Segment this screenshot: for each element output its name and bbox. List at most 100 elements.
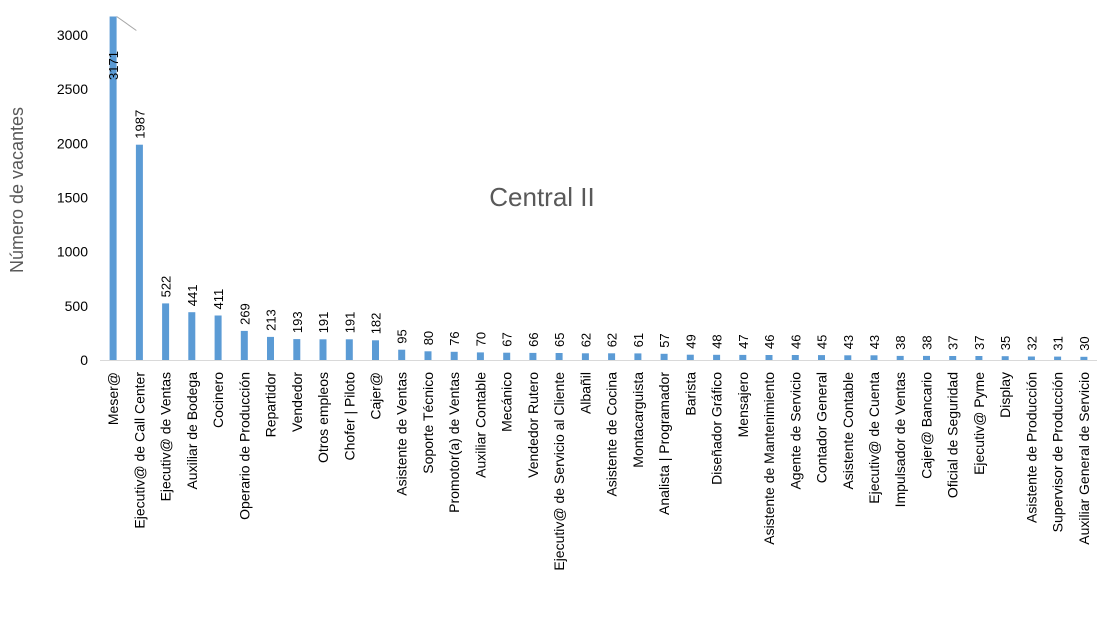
data-label: 66 [526, 332, 541, 346]
bar [608, 353, 616, 360]
chart-title: Central II [489, 182, 595, 212]
data-label: 65 [552, 333, 567, 347]
bar [739, 354, 747, 360]
bar [555, 353, 563, 360]
data-label: 193 [290, 311, 305, 333]
data-label: 37 [972, 336, 987, 350]
data-label: 45 [815, 335, 830, 349]
category-label: Asistente de Producción [1023, 372, 1039, 523]
data-label: 213 [264, 309, 279, 331]
category-label: Albañil [577, 372, 593, 414]
data-label: 522 [159, 276, 174, 298]
category-label: Otros empleos [315, 372, 331, 463]
category-label: Supervisor de Producción [1050, 372, 1066, 532]
bars [109, 16, 1088, 361]
data-label: 70 [473, 332, 488, 346]
category-label: Chofer | Piloto [341, 372, 357, 461]
bar [818, 355, 825, 360]
bar [424, 351, 432, 360]
bar [188, 312, 196, 360]
data-label: 38 [920, 335, 935, 349]
bar [135, 144, 143, 360]
bar [896, 355, 904, 360]
data-label: 191 [342, 312, 357, 334]
data-label: 182 [369, 313, 384, 335]
data-label: 191 [316, 312, 331, 334]
y-tick-label: 3000 [57, 27, 88, 43]
bar [529, 352, 537, 360]
bar [476, 352, 484, 360]
category-label: Display [997, 372, 1013, 418]
bar [713, 354, 721, 360]
overflow-callout-line [116, 16, 137, 31]
category-label: Asistente de Ventas [394, 372, 410, 496]
data-label: 1987 [132, 110, 147, 139]
category-label: Asistente Contable [840, 372, 856, 490]
data-label: 95 [395, 329, 410, 343]
data-label: 43 [867, 335, 882, 349]
data-label: 57 [657, 333, 672, 347]
bar [844, 355, 852, 360]
bar [765, 355, 773, 360]
bar [372, 340, 379, 360]
bar [319, 339, 327, 360]
x-axis-labels: Meser@ Ejecutiv@ de Call Center Ejecutiv@ … [105, 372, 1092, 571]
bar [1027, 356, 1035, 360]
y-tick-label: 500 [65, 298, 89, 314]
bar [503, 352, 511, 360]
bar [975, 356, 983, 360]
data-label: 35 [998, 336, 1013, 350]
bar [162, 303, 170, 360]
bar [949, 356, 957, 360]
bar [293, 339, 301, 360]
data-label: 62 [578, 333, 593, 347]
y-tick-label: 2500 [57, 81, 88, 97]
data-labels: 3171 1987 522 441 411 269 213 193 191 191 182 95 80 7… [106, 51, 1092, 351]
category-label: Analista | Programador [656, 372, 672, 515]
category-label: Auxiliar General de Servicio [1076, 372, 1092, 545]
category-label: Diseñador Gráfico [709, 372, 725, 485]
data-label: 30 [1077, 336, 1092, 350]
bar [267, 336, 274, 360]
category-label: Contador General [814, 372, 830, 483]
y-axis-title: Número de vacantes [7, 107, 27, 273]
bar [634, 353, 642, 360]
data-label: 31 [1051, 336, 1066, 350]
data-label: 47 [736, 334, 751, 348]
bar [581, 353, 589, 360]
category-label: Montacarguista [630, 372, 646, 468]
bar [398, 349, 406, 360]
bar [240, 330, 248, 360]
bar [870, 355, 878, 360]
category-label: Impulsador de Ventas [892, 372, 908, 507]
category-label: Auxiliar Contable [472, 372, 488, 478]
category-label: Asistente de Cocina [604, 372, 620, 497]
category-label: Vendedor [289, 372, 305, 432]
category-label: Ejecutiv@ de Cuenta [866, 372, 882, 504]
data-label: 441 [185, 284, 200, 306]
data-label: 411 [211, 289, 226, 310]
category-label: Vendedor Rutero [525, 372, 541, 478]
y-tick-label: 0 [80, 352, 88, 368]
bar [214, 315, 222, 360]
category-label: Cocinero [210, 372, 226, 428]
category-label: Asistente de Mantenimiento [761, 372, 777, 545]
category-label: Cajer@ [368, 372, 384, 420]
data-label: 37 [946, 336, 961, 350]
bar [791, 355, 799, 360]
data-label: 38 [893, 335, 908, 349]
category-label: Barista [682, 372, 698, 416]
data-label: 76 [447, 331, 462, 345]
data-label: 46 [762, 335, 777, 349]
category-label: Soporte Técnico [420, 372, 436, 474]
bar [923, 355, 930, 360]
data-label: 49 [683, 334, 698, 348]
category-label: Oficial de Seguridad [945, 372, 961, 498]
category-label: Repartidor [263, 372, 279, 438]
data-label: 46 [788, 335, 803, 349]
category-label: Ejecutiv@ de Call Center [131, 372, 147, 529]
bar [450, 351, 458, 360]
category-label: Operario de Producción [236, 372, 252, 520]
data-label: 61 [631, 333, 646, 347]
